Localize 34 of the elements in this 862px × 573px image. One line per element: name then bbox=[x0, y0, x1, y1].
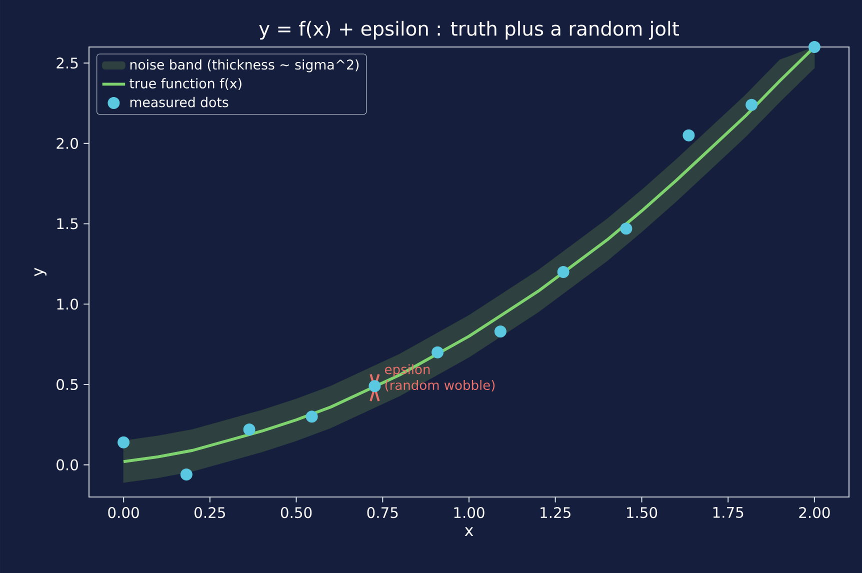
point bbox=[494, 325, 506, 338]
x-tick-label: 1.25 bbox=[540, 507, 570, 518]
x-tick-label: 1.00 bbox=[454, 507, 484, 518]
point bbox=[808, 40, 820, 53]
point bbox=[620, 222, 632, 235]
legend-label: measured dots bbox=[130, 96, 228, 108]
y-tick-label: 1.0 bbox=[57, 298, 78, 310]
x-tick-label: 1.75 bbox=[713, 507, 744, 518]
point bbox=[746, 98, 758, 111]
legend-label: true function f(x) bbox=[130, 78, 242, 90]
x-axis-title: x bbox=[464, 527, 474, 536]
point bbox=[243, 423, 256, 436]
x-tick-label: 0.75 bbox=[367, 507, 398, 518]
y-axis-title: y bbox=[34, 268, 46, 276]
y-tick-label: 2.0 bbox=[56, 138, 78, 149]
legend-label: noise band (thickness ~ sigma^2) bbox=[130, 59, 359, 72]
annotation: (random wobble) bbox=[385, 380, 495, 392]
x-tick-label: 0.00 bbox=[108, 507, 139, 518]
point bbox=[306, 410, 318, 423]
y-tick-label: 2.5 bbox=[56, 58, 78, 69]
point bbox=[180, 468, 192, 480]
point bbox=[118, 436, 130, 448]
point bbox=[368, 380, 381, 392]
x-tick-label: 0.25 bbox=[194, 507, 225, 518]
point bbox=[557, 266, 570, 278]
point bbox=[682, 129, 695, 142]
x-tick-label: 0.50 bbox=[280, 507, 312, 518]
x-tick-label: 1.50 bbox=[627, 507, 658, 518]
x-tick-label: 2.00 bbox=[799, 507, 830, 518]
point bbox=[432, 346, 444, 358]
y-tick-label: 1.5 bbox=[57, 218, 78, 230]
chart-title: y = f(x) + epsilon : truth plus a random jolt bbox=[259, 20, 680, 40]
y-tick-label: 0.5 bbox=[56, 378, 78, 390]
y-tick-label: 0.0 bbox=[56, 459, 78, 470]
